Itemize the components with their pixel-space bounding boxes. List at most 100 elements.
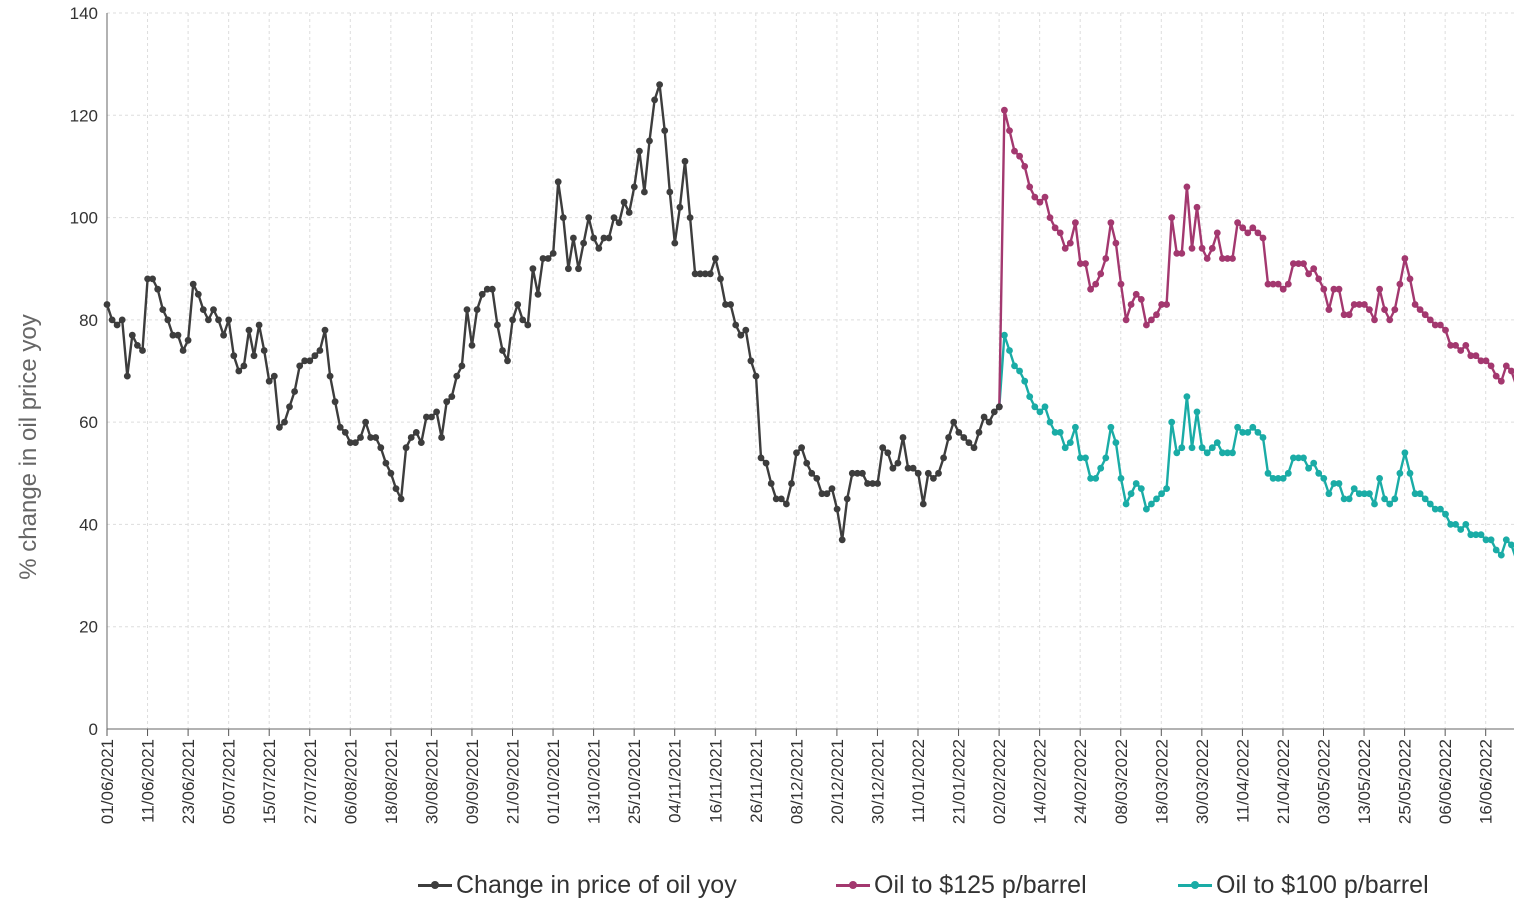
x-tick-label: 11/06/2021 [139,739,158,823]
data-point-oil-yoy [179,347,187,354]
data-point-oil-125 [1036,198,1044,206]
x-tick-label: 16/11/2021 [706,739,725,823]
data-point-oil-yoy [387,469,395,477]
x-tick-label: 21/01/2022 [950,739,969,824]
data-point-oil-100 [1148,500,1155,508]
data-point-oil-yoy [990,408,998,416]
data-point-oil-125 [1452,342,1459,349]
data-point-oil-yoy [706,270,714,278]
data-point-oil-yoy [600,234,608,242]
data-point-oil-yoy [311,352,319,360]
data-point-oil-100 [1396,469,1404,477]
data-point-oil-yoy [199,306,207,313]
data-point-oil-yoy [169,331,177,339]
data-point-oil-100 [1137,485,1145,492]
x-tick-label: 26/11/2021 [747,739,766,823]
data-point-oil-125 [1244,229,1252,237]
data-point-oil-yoy [539,255,547,262]
data-point-oil-yoy [382,459,390,467]
data-point-oil-125 [1122,316,1130,324]
legend-item-oil-125[interactable]: Oil to $125 p/barrel [836,868,1087,902]
data-point-oil-100 [1502,536,1510,544]
data-point-oil-125 [1143,321,1150,329]
data-point-oil-100 [1259,434,1267,441]
data-point-oil-125 [1203,255,1211,262]
data-point-oil-125 [1153,311,1160,319]
data-point-oil-yoy [620,198,628,206]
data-point-oil-yoy [205,316,212,324]
legend-item-oil-100[interactable]: Oil to $100 p/barrel [1178,868,1429,902]
data-point-oil-125 [1112,239,1120,247]
data-point-oil-yoy [701,270,709,278]
data-point-oil-125 [1046,214,1054,222]
data-point-oil-yoy [899,434,907,441]
data-point-oil-125 [1072,219,1079,227]
data-point-oil-100 [1335,480,1343,487]
data-point-oil-125 [1457,347,1465,354]
data-point-oil-yoy [509,316,516,324]
data-point-oil-100 [1006,347,1013,354]
data-point-oil-125 [1295,260,1302,267]
legend-swatch-oil-yoy [418,880,452,889]
data-point-oil-yoy [605,234,613,242]
data-point-oil-yoy [321,326,329,334]
data-point-oil-125 [1396,280,1404,288]
data-point-oil-yoy [428,413,435,421]
data-point-oil-100 [1026,393,1034,400]
data-point-oil-125 [1006,127,1013,134]
legend-item-oil-yoy[interactable]: Change in price of oil yoy [418,868,737,902]
data-point-oil-yoy [184,336,192,344]
series-oil-yoy [103,81,1003,544]
data-point-oil-yoy [554,178,562,186]
data-point-oil-125 [1269,280,1277,288]
data-point-oil-125 [1381,306,1388,313]
data-point-oil-125 [1097,270,1105,278]
data-point-oil-125 [1026,183,1034,191]
data-point-oil-yoy [854,469,861,477]
data-point-oil-100 [1077,454,1084,462]
data-point-oil-yoy [443,398,451,406]
data-point-oil-125 [1421,311,1429,319]
y-tick-label: 80 [79,311,98,330]
data-point-oil-yoy [473,306,481,313]
data-point-oil-yoy [301,357,309,365]
data-point-oil-125 [1229,255,1236,262]
data-point-oil-yoy [813,475,821,482]
data-point-oil-100 [1168,418,1176,426]
data-point-oil-125 [1284,280,1292,288]
data-point-oil-125 [1508,367,1514,375]
x-tick-label: 08/12/2021 [787,739,806,824]
data-point-oil-yoy [904,464,912,472]
data-point-oil-100 [1411,490,1419,498]
data-point-oil-yoy [828,485,836,492]
data-point-oil-100 [1244,429,1252,436]
data-point-oil-125 [1340,311,1348,319]
data-point-oil-yoy [468,342,476,349]
data-point-oil-100 [1274,475,1282,482]
data-point-oil-yoy [757,454,765,462]
data-point-oil-yoy [717,275,724,283]
data-point-oil-100 [1426,500,1434,508]
data-point-oil-yoy [783,500,790,508]
x-tick-label: 27/07/2021 [301,739,320,824]
data-point-oil-yoy [656,81,663,88]
data-point-oil-yoy [722,301,729,308]
legend-label-oil-yoy: Change in price of oil yoy [456,870,737,899]
data-point-oil-100 [1492,546,1500,554]
data-point-oil-yoy [423,413,430,421]
data-point-oil-yoy [164,316,172,324]
data-point-oil-yoy [230,352,238,360]
data-point-oil-yoy [742,326,750,334]
data-point-oil-100 [1021,377,1029,385]
data-point-oil-yoy [255,321,263,329]
data-point-oil-yoy [189,280,197,288]
data-point-oil-100 [1178,444,1186,452]
data-point-oil-125 [1335,285,1343,293]
data-point-oil-125 [1472,352,1480,360]
data-point-oil-100 [1325,490,1333,498]
data-point-oil-yoy [559,214,567,222]
chart-grid [106,12,1514,730]
data-point-oil-yoy [762,459,770,467]
data-point-oil-100 [1046,418,1054,426]
data-point-oil-yoy [615,219,623,227]
